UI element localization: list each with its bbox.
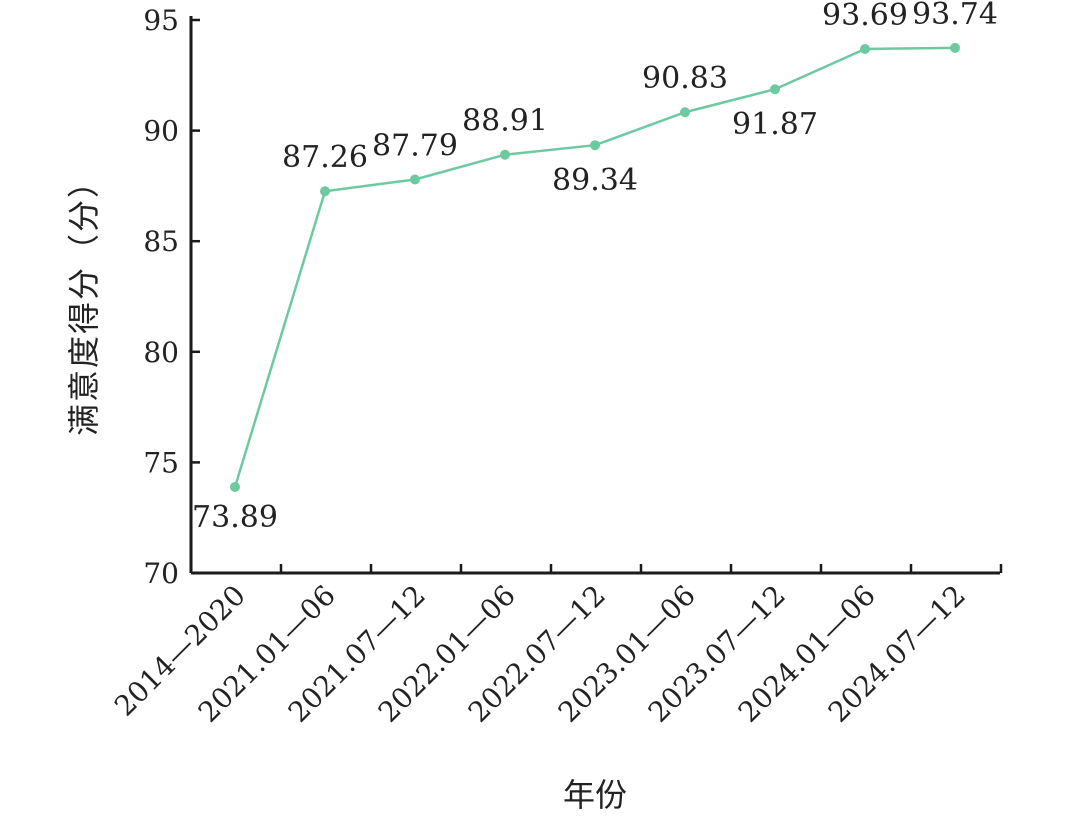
data-point — [950, 42, 960, 53]
y-axis-title: 满意度得分（分） — [65, 164, 103, 436]
data-label: 87.79 — [372, 128, 458, 163]
series-group — [230, 42, 960, 492]
y-tick-label: 70 — [143, 557, 179, 590]
data-point — [410, 174, 420, 185]
data-label: 93.69 — [822, 0, 908, 33]
series-line — [233, 46, 956, 488]
data-point — [680, 107, 690, 118]
data-label: 87.26 — [282, 140, 368, 175]
y-tick-label: 95 — [143, 4, 179, 37]
y-tick-label: 90 — [143, 115, 179, 148]
data-point — [770, 84, 780, 95]
data-point — [320, 186, 330, 197]
x-axis-title: 年份 — [563, 776, 627, 814]
data-label: 93.74 — [912, 0, 998, 32]
axes: 7075808590952014—20202021.01—062021.07—1… — [108, 4, 1003, 729]
data-point — [860, 43, 870, 54]
data-label: 90.83 — [642, 61, 728, 96]
data-label: 88.91 — [462, 104, 548, 139]
data-label: 89.34 — [552, 163, 638, 198]
data-label: 91.87 — [732, 107, 818, 142]
data-label: 73.89 — [192, 500, 278, 535]
y-tick-label: 75 — [143, 446, 179, 479]
data-point — [230, 481, 240, 492]
y-tick-label: 85 — [143, 225, 179, 258]
y-tick-label: 80 — [143, 336, 179, 369]
data-point — [590, 140, 600, 151]
data-point — [500, 149, 510, 160]
